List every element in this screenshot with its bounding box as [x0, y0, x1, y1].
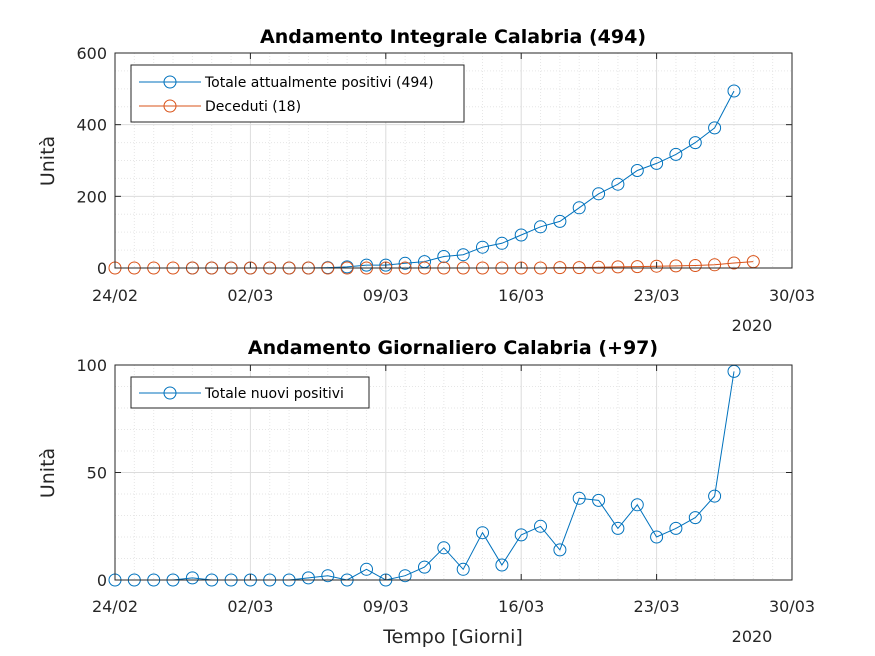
data-point-integrale-1 — [592, 260, 606, 274]
legend-label-deceduti: Deceduti (18) — [205, 99, 301, 115]
data-point-giornaliero-0 — [534, 519, 547, 533]
data-point-integrale-0 — [650, 156, 664, 170]
data-point-integrale-0 — [534, 220, 547, 234]
x-tick-label: 09/03 — [363, 286, 409, 305]
data-point-integrale-0 — [379, 258, 393, 272]
legend-integrale: Totale attualmente positivi (494) Decedu… — [130, 64, 465, 123]
data-point-integrale-1 — [630, 260, 644, 274]
y-axis-label-integrale: Unità — [37, 136, 59, 186]
x-tick-label: 23/03 — [634, 286, 680, 305]
data-point-integrale-0 — [572, 201, 586, 215]
x-tick-label: 30/03 — [769, 597, 815, 616]
x-tick-label: 16/03 — [498, 286, 544, 305]
data-point-integrale-1 — [708, 258, 722, 272]
data-point-integrale-1 — [727, 256, 741, 270]
data-point-giornaliero-0 — [688, 511, 702, 525]
legend-box-integrale — [130, 64, 465, 123]
axes-box-integrale — [114, 52, 793, 269]
data-point-giornaliero-0 — [321, 569, 335, 583]
y-tick-label: 0 — [97, 571, 107, 590]
data-point-giornaliero-0 — [476, 526, 489, 540]
data-point-integrale-0 — [514, 228, 528, 242]
x-tick-label: 24/02 — [92, 597, 138, 616]
ticks-giornaliero: 0 50 100 24/02 02/03 09/03 16/03 23/03 30/03 — [76, 356, 815, 616]
y-tick-label: 100 — [76, 356, 107, 375]
data-point-integrale-1 — [611, 260, 625, 274]
data-point-giornaliero-0 — [611, 521, 625, 535]
legend-marker-nuovi — [163, 386, 177, 400]
data-point-integrale-0 — [553, 214, 567, 228]
chart-giornaliero: 0 50 100 24/02 02/03 09/03 16/03 23/03 30/03 And… — [37, 337, 815, 648]
data-point-giornaliero-0 — [437, 541, 451, 555]
y-tick-label: 0 — [97, 259, 107, 278]
legend-marker-deceduti — [163, 99, 177, 113]
data-point-giornaliero-0 — [185, 571, 199, 585]
y-tick-label: 400 — [76, 116, 107, 135]
y-tick-label: 50 — [87, 464, 107, 483]
x-year-label-giornaliero: 2020 — [732, 627, 773, 646]
data-point-giornaliero-0 — [572, 491, 586, 505]
chart-integrale: 0 200 400 600 24/02 02/03 09/03 16/03 23/03 30/03… — [37, 26, 815, 335]
ticks-integrale: 0 200 400 600 24/02 02/03 09/03 16/03 23/03 30/03 — [76, 44, 815, 305]
legend-label-positivi: Totale attualmente positivi (494) — [204, 75, 434, 91]
y-axis-label-giornaliero: Unità — [37, 448, 59, 498]
data-point-integrale-0 — [611, 177, 625, 191]
data-point-giornaliero-0 — [669, 521, 683, 535]
data-point-giornaliero-0 — [514, 528, 528, 542]
data-point-giornaliero-0 — [360, 562, 373, 576]
chart-title-giornaliero: Andamento Giornaliero Calabria (+97) — [248, 337, 658, 359]
chart-title-integrale: Andamento Integrale Calabria (494) — [260, 26, 646, 48]
grid-giornaliero — [115, 365, 792, 580]
x-tick-label: 02/03 — [227, 286, 273, 305]
data-point-giornaliero-0 — [553, 543, 567, 557]
legend-label-nuovi: Totale nuovi positivi — [204, 386, 344, 402]
data-point-giornaliero-0 — [630, 498, 644, 512]
data-point-integrale-0 — [727, 84, 741, 98]
x-axis-label-giornaliero: Tempo [Giorni] — [382, 626, 523, 648]
x-tick-label: 30/03 — [769, 286, 815, 305]
data-point-giornaliero-0 — [418, 560, 431, 574]
data-point-integrale-0 — [398, 256, 412, 270]
data-point-integrale-1 — [688, 259, 702, 272]
data-point-integrale-0 — [630, 164, 644, 177]
legend-giornaliero: Totale nuovi positivi — [130, 376, 370, 409]
x-tick-label: 16/03 — [498, 597, 544, 616]
data-point-integrale-0 — [476, 240, 489, 254]
legend-marker-positivi — [163, 75, 177, 89]
data-point-integrale-0 — [360, 258, 373, 272]
x-tick-label: 09/03 — [363, 597, 409, 616]
data-point-integrale-0 — [456, 248, 470, 262]
data-point-integrale-1 — [669, 259, 683, 273]
x-tick-label: 24/02 — [92, 286, 138, 305]
data-point-giornaliero-0 — [456, 562, 470, 576]
data-point-giornaliero-0 — [650, 530, 664, 544]
x-tick-label: 02/03 — [227, 597, 273, 616]
data-point-giornaliero-0 — [708, 489, 722, 503]
grid-integrale — [115, 53, 792, 268]
data-point-integrale-0 — [708, 121, 722, 135]
data-point-giornaliero-0 — [495, 558, 509, 572]
data-point-integrale-0 — [592, 187, 606, 201]
data-point-integrale-0 — [495, 236, 509, 250]
data-point-giornaliero-0 — [592, 493, 606, 507]
data-point-giornaliero-0 — [301, 571, 315, 585]
y-tick-label: 200 — [76, 187, 107, 206]
data-point-integrale-1 — [650, 259, 664, 273]
x-year-label-integrale: 2020 — [732, 316, 773, 335]
data-point-integrale-0 — [669, 147, 683, 161]
y-tick-label: 600 — [76, 44, 107, 63]
data-point-giornaliero-0 — [398, 569, 412, 583]
x-tick-label: 23/03 — [634, 597, 680, 616]
data-point-integrale-0 — [688, 136, 702, 150]
